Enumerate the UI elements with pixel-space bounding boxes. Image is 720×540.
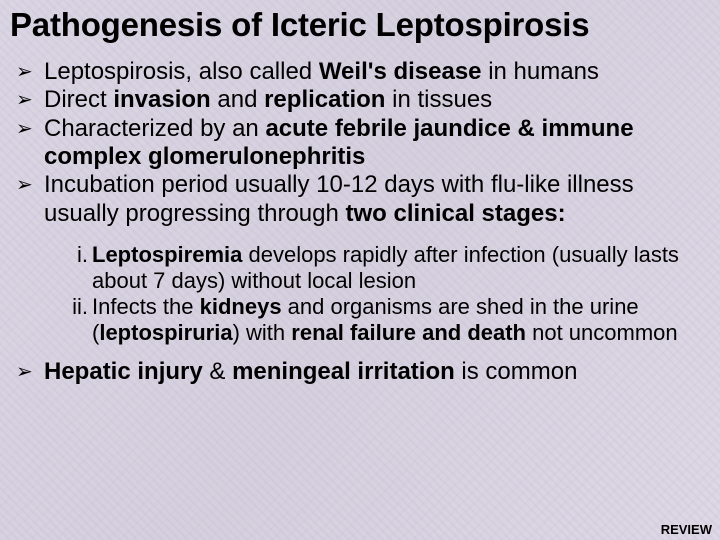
sub-2-bold3: renal failure and death [291,320,526,345]
sub-2-pre: Infects the [92,294,200,319]
sub-2-bold2: leptospiruria [99,320,232,345]
slide-title: Pathogenesis of Icteric Leptospirosis [10,6,710,44]
bullet-5-post: is common [455,358,578,385]
bullet-2-bold2: replication [264,86,385,113]
bullet-2-text-mid: and [211,86,264,113]
sub-2-mid2: ) with [233,320,292,345]
sub-2-post: not uncommon [526,320,678,345]
bullet-arrow-icon: ➢ [16,361,33,385]
bullet-2-text-post: in tissues [385,86,492,113]
bullet-5-mid: & [203,358,232,385]
bullet-5-bold2: meningeal irritation [232,358,455,385]
footer-label: REVIEW [661,522,712,537]
bullet-1-text-post: in humans [482,58,599,85]
bullet-1: ➢ Leptospirosis, also called Weil's dise… [14,58,706,86]
main-bullet-list: ➢ Leptospirosis, also called Weil's dise… [10,58,710,386]
bullet-2: ➢ Direct invasion and replication in tis… [14,86,706,114]
bullet-4: ➢ Incubation period usually 10-12 days w… [14,171,706,345]
bullet-3-text-pre: Characterized by an [44,115,265,142]
bullet-2-text-pre: Direct [44,86,113,113]
bullet-arrow-icon: ➢ [16,174,33,198]
bullet-2-bold1: invasion [113,86,210,113]
bullet-arrow-icon: ➢ [16,61,33,85]
bullet-1-bold: Weil's disease [319,58,482,85]
sub-2-bold1: kidneys [200,294,282,319]
sub-item-1: Leptospiremia develops rapidly after inf… [70,242,696,294]
bullet-5: ➢ Hepatic injury & meningeal irritation … [14,358,706,386]
bullet-arrow-icon: ➢ [16,118,33,142]
sub-1-bold1: Leptospiremia [92,242,242,267]
sub-list: Leptospiremia develops rapidly after inf… [44,242,706,346]
sub-item-2: Infects the kidneys and organisms are sh… [70,294,696,346]
bullet-1-text-pre: Leptospirosis, also called [44,58,319,85]
bullet-4-bold: two clinical stages: [346,200,566,227]
bullet-3: ➢ Characterized by an acute febrile jaun… [14,115,706,172]
bullet-arrow-icon: ➢ [16,89,33,113]
bullet-5-bold1: Hepatic injury [44,358,203,385]
